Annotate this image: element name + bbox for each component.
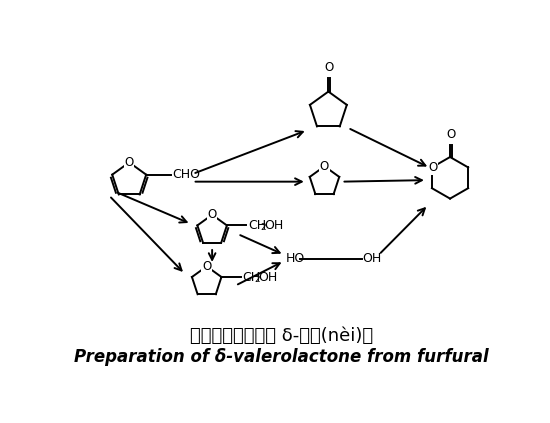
Text: HO: HO (286, 252, 305, 265)
Text: O: O (324, 61, 334, 74)
Text: OH: OH (258, 270, 278, 283)
Text: O: O (124, 156, 134, 169)
Text: CH: CH (248, 219, 266, 232)
Text: O: O (428, 161, 437, 174)
Text: O: O (202, 260, 211, 273)
Text: O: O (207, 208, 217, 221)
Text: OH: OH (362, 252, 382, 265)
Text: CHO: CHO (173, 168, 201, 181)
Text: 2: 2 (255, 275, 260, 284)
Text: OH: OH (264, 219, 283, 232)
Text: 2: 2 (260, 223, 266, 232)
Text: CH: CH (243, 270, 261, 283)
Text: 以糠醛為原料制備 δ-戊內(nèi)酯: 以糠醛為原料制備 δ-戊內(nèi)酯 (190, 327, 373, 345)
Text: O: O (446, 128, 455, 141)
Text: Preparation of δ-valerolactone from furfural: Preparation of δ-valerolactone from furf… (74, 348, 490, 366)
Text: O: O (320, 160, 329, 173)
